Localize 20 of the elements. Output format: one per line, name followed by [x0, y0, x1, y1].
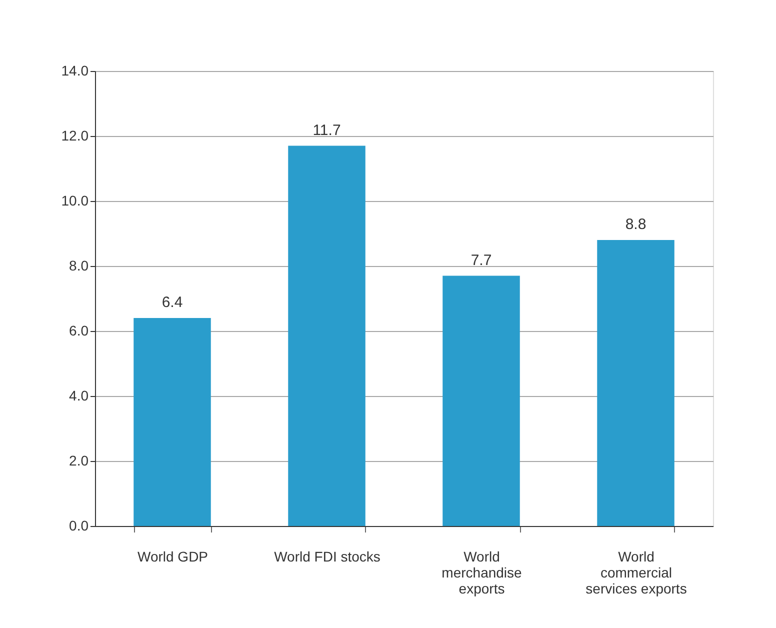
x-tick-label: World FDI stocks — [274, 548, 380, 564]
y-tick-label: 4.0 — [69, 388, 89, 404]
y-tick-label: 10.0 — [61, 192, 89, 208]
x-tick-label: World GDP — [137, 548, 208, 564]
y-tick-label: 0.0 — [69, 518, 89, 534]
bar — [597, 240, 674, 526]
y-tick-label: 6.0 — [69, 322, 89, 338]
y-tick-label: 12.0 — [61, 128, 89, 144]
y-tick-label: 2.0 — [69, 452, 89, 468]
bar — [134, 318, 211, 526]
bar — [442, 276, 520, 526]
data-label: 8.8 — [625, 216, 646, 233]
y-tick-label: 8.0 — [69, 258, 89, 274]
data-label: 7.7 — [470, 252, 492, 269]
bar — [288, 146, 366, 526]
x-tick-label: World merchandise exports — [442, 548, 522, 596]
data-label: 6.4 — [162, 294, 183, 311]
data-label: 11.7 — [312, 122, 341, 139]
y-tick-label: 14.0 — [61, 62, 89, 78]
x-tick-label: World commercial services exports — [586, 548, 687, 596]
